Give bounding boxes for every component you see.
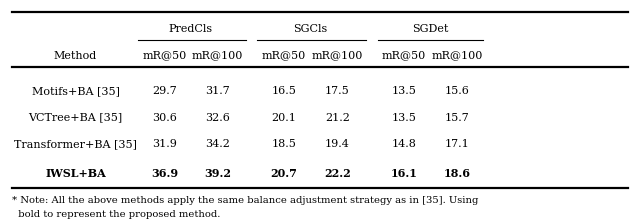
Text: * Note: All the above methods apply the same balance adjustment strategy as in [: * Note: All the above methods apply the … <box>12 196 478 204</box>
Text: 32.6: 32.6 <box>205 112 230 123</box>
Text: 18.5: 18.5 <box>272 139 296 149</box>
Text: 13.5: 13.5 <box>392 112 416 123</box>
Text: Transformer+BA [35]: Transformer+BA [35] <box>14 139 137 149</box>
Text: 17.1: 17.1 <box>445 139 469 149</box>
Text: 31.7: 31.7 <box>205 86 230 96</box>
Text: 30.6: 30.6 <box>152 112 177 123</box>
Text: 36.9: 36.9 <box>151 168 178 179</box>
Text: 21.2: 21.2 <box>325 112 349 123</box>
Text: 20.7: 20.7 <box>271 168 298 179</box>
Text: bold to represent the proposed method.: bold to represent the proposed method. <box>12 210 220 219</box>
Text: 15.7: 15.7 <box>445 112 469 123</box>
Text: 17.5: 17.5 <box>325 86 349 96</box>
Text: 34.2: 34.2 <box>205 139 230 149</box>
Text: mR@100: mR@100 <box>192 51 243 61</box>
Text: SGCls: SGCls <box>293 24 328 34</box>
Text: 15.6: 15.6 <box>445 86 469 96</box>
Text: 31.9: 31.9 <box>152 139 177 149</box>
Text: 16.1: 16.1 <box>390 168 417 179</box>
Text: PredCls: PredCls <box>169 24 212 34</box>
Text: 39.2: 39.2 <box>204 168 231 179</box>
Text: mR@50: mR@50 <box>262 51 307 61</box>
Text: 19.4: 19.4 <box>325 139 349 149</box>
Text: mR@50: mR@50 <box>381 51 426 61</box>
Text: IWSL+BA: IWSL+BA <box>45 168 106 179</box>
Text: Method: Method <box>54 51 97 61</box>
Text: SGDet: SGDet <box>412 24 448 34</box>
Text: VCTree+BA [35]: VCTree+BA [35] <box>28 112 123 123</box>
Text: 14.8: 14.8 <box>392 139 416 149</box>
Text: mR@100: mR@100 <box>312 51 363 61</box>
Text: 13.5: 13.5 <box>392 86 416 96</box>
Text: Motifs+BA [35]: Motifs+BA [35] <box>31 86 120 96</box>
Text: mR@50: mR@50 <box>142 51 187 61</box>
Text: 16.5: 16.5 <box>272 86 296 96</box>
Text: mR@100: mR@100 <box>431 51 483 61</box>
Text: 20.1: 20.1 <box>272 112 296 123</box>
Text: 18.6: 18.6 <box>444 168 470 179</box>
Text: 29.7: 29.7 <box>152 86 177 96</box>
Text: 22.2: 22.2 <box>324 168 351 179</box>
